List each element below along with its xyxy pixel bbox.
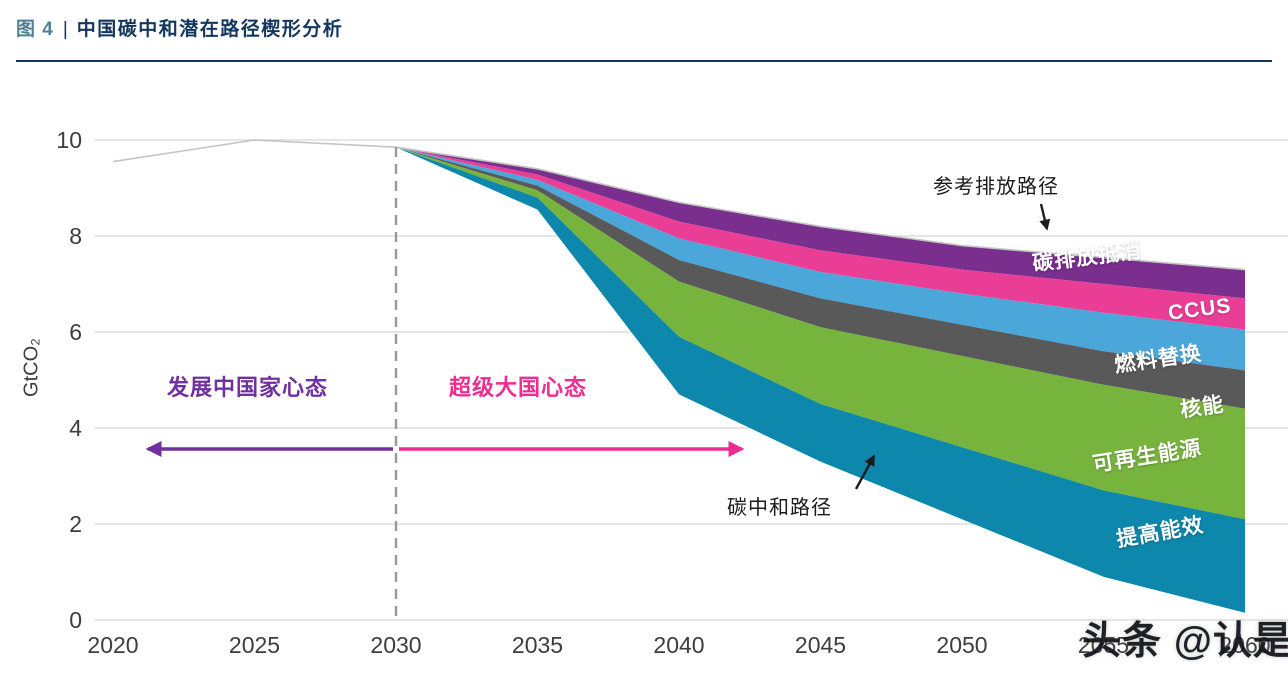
wedge-area-4 [396, 147, 1245, 520]
y-axis-tick-label: 4 [69, 415, 82, 441]
figure-number: 图 4 [16, 19, 54, 40]
x-axis-tick-label: 2050 [936, 632, 987, 658]
y-axis-title: GtCO₂ [20, 338, 43, 397]
wedge-area-1 [396, 147, 1245, 330]
wedge-area-3 [396, 147, 1245, 409]
x-axis-tick-label: 2040 [653, 632, 704, 658]
neutrality-annotation-arrow [854, 454, 876, 490]
neutrality-path-annotation: 碳中和路径 [727, 497, 832, 519]
watermark: 头条 @认是 [1082, 620, 1288, 663]
x-axis-tick-label: 2020 [87, 632, 138, 658]
reference-annotation-arrow [1039, 203, 1051, 231]
x-axis-tick-label: 2055 [1078, 632, 1129, 658]
x-axis-tick-label: 2035 [512, 632, 563, 658]
wedge-area-0 [396, 147, 1245, 299]
x-axis-tick-label: 2045 [795, 632, 846, 658]
reference-path-line [112, 139, 1246, 271]
y-axis-tick-label: 6 [69, 319, 82, 345]
header-rule [16, 60, 1272, 62]
x-axis-tick-label: 2030 [370, 632, 421, 658]
wedge-area-5 [396, 147, 1245, 613]
y-axis-tick-label: 0 [69, 607, 82, 633]
x-axis-tick-label: 2060 [1219, 632, 1270, 658]
figure-separator: | [62, 19, 68, 40]
x-axis-tick-label: 2025 [229, 632, 280, 658]
figure-title: 中国碳中和潜在路径楔形分析 [76, 19, 344, 40]
y-axis-tick-label: 8 [69, 223, 82, 249]
y-axis-tick-label: 2 [69, 511, 82, 537]
wedge-label-nuclear: 核能 [1178, 393, 1226, 422]
y-axis-tick-label: 10 [56, 127, 82, 153]
reference-path-annotation: 参考排放路径 [933, 176, 1059, 198]
figure-header: 图 4 | 中国碳中和潜在路径楔形分析 [16, 14, 343, 41]
superpower-mindset-label: 超级大国心态 [449, 375, 588, 400]
developing-country-mindset-label: 发展中国家心态 [167, 375, 329, 400]
wedge-area-2 [396, 147, 1245, 371]
